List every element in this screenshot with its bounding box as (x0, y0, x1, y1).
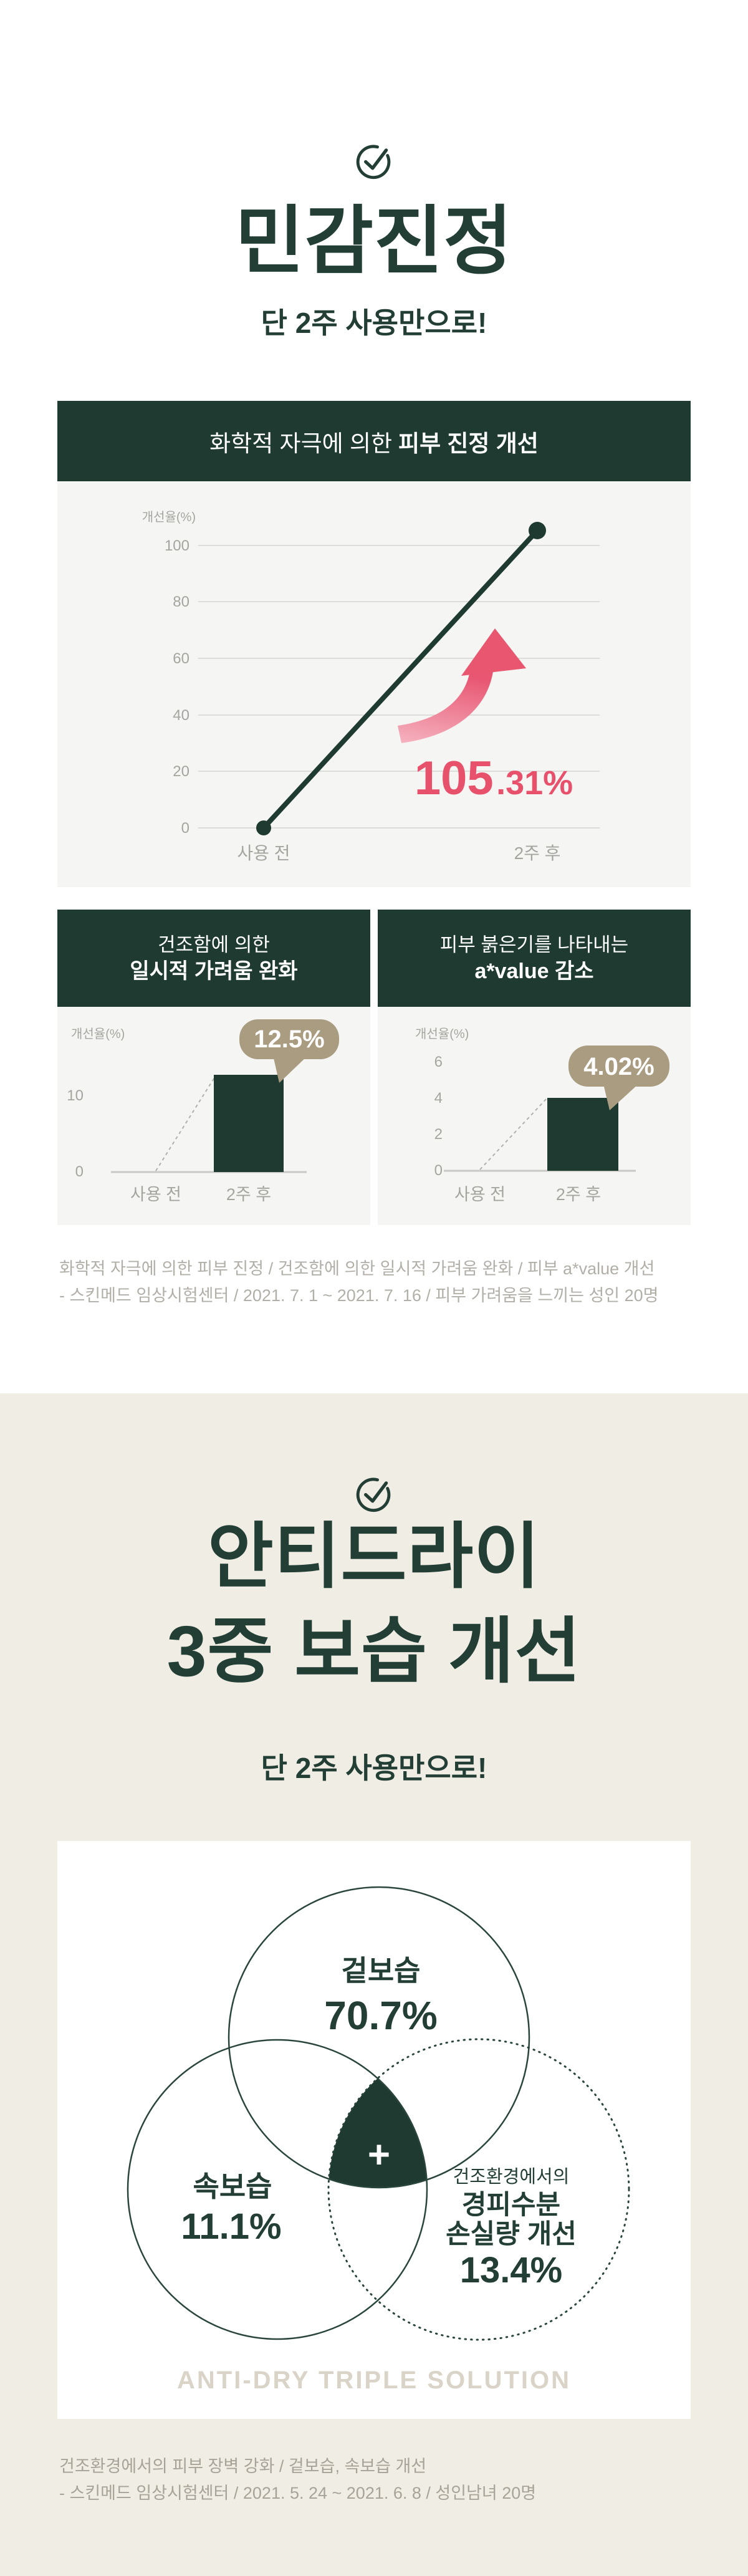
y-tick-10: 10 (67, 1087, 84, 1104)
venn-label-tewl-prefix: 건조환경에서의 (453, 2167, 570, 2187)
venn-value-surface: 70.7% (324, 1993, 437, 2038)
venn-label-tewl-2: 손실량 개선 (446, 2219, 577, 2249)
highlight-value-big: 105 (415, 752, 494, 805)
value-bubble: 12.5% (239, 1019, 339, 1083)
y-tick-60: 60 (173, 650, 189, 667)
y-axis-label: 개선율(%) (142, 510, 196, 524)
venn-value-tewl: 13.4% (460, 2250, 562, 2290)
header-line2: 일시적 가려움 완화 (130, 959, 298, 983)
venn-diagram-card: + 겉보습 70.7% 속보습 11.1% 건조환경에서의 경피수분 손실량 개… (57, 1841, 691, 2419)
trend-dashed-line (479, 1097, 548, 1170)
x-label-after: 2주 후 (556, 1185, 601, 1204)
bubble-value: 4.02% (583, 1053, 654, 1080)
bar-chart-svg-avalue: 개선율(%) 6 4 2 0 4.02% 사용 전 2주 후 (415, 1027, 669, 1204)
x-label-before: 사용 전 (454, 1185, 506, 1204)
y-tick-0: 0 (75, 1163, 84, 1180)
y-tick-0: 0 (181, 820, 189, 837)
header-line1: 건조함에 의한 (158, 934, 270, 956)
title-line2: 3중 보습 개선 (166, 1612, 582, 1691)
highlight-value-small: .31% (496, 764, 573, 802)
highlight-value: 105 .31% (415, 752, 573, 805)
venn-intersection (328, 2040, 427, 2188)
header-text-bold: 피부 진정 개선 (398, 430, 539, 456)
header-line1: 피부 붉은기를 나타내는 (439, 934, 629, 956)
y-axis-label: 개선율(%) (71, 1027, 125, 1041)
bar-chart-area-itch: 개선율(%) 10 0 12.5% 사용 전 2주 후 (57, 1007, 370, 1225)
y-tick-4: 4 (434, 1090, 443, 1107)
y-tick-20: 20 (173, 763, 189, 780)
x-label-before: 사용 전 (130, 1185, 181, 1204)
plus-icon: + (368, 2133, 390, 2176)
clinical-footnote-1: 화학적 자극에 의한 피부 진정 / 건조함에 의한 일시적 가려움 완화 / … (59, 1256, 659, 1309)
page-subtitle-antidry: 단 2주 사용만으로! (261, 1752, 487, 1784)
value-bubble: 4.02% (568, 1045, 669, 1110)
data-point-after (529, 522, 546, 539)
x-label-before: 사용 전 (237, 843, 290, 863)
clinical-footnote-2: 건조환경에서의 피부 장벽 강화 / 겉보습, 속보습 개선 - 스킨메드 임상… (59, 2453, 536, 2507)
bar-after (214, 1075, 284, 1172)
footnote-line1: 건조환경에서의 피부 장벽 강화 / 겉보습, 속보습 개선 (59, 2457, 427, 2476)
data-line (256, 522, 546, 835)
card-redness-header: 피부 붉은기를 나타내는 a*value 감소 (378, 910, 691, 1007)
y-tick-0: 0 (434, 1162, 443, 1179)
footnote-line2: - 스킨메드 임상시험센터 / 2021. 7. 1 ~ 2021. 7. 16… (59, 1286, 659, 1305)
data-point-before (256, 820, 271, 835)
x-tick-labels: 사용 전 2주 후 (237, 843, 560, 863)
y-tick-80: 80 (173, 594, 189, 610)
y-tick-100: 100 (165, 537, 189, 554)
bubble-value: 12.5% (254, 1026, 324, 1053)
y-tick-2: 2 (434, 1126, 443, 1143)
trend-dashed-line (155, 1076, 216, 1171)
footnote-line1: 화학적 자극에 의한 피부 진정 / 건조함에 의한 일시적 가려움 완화 / … (59, 1259, 655, 1278)
venn-label-inner: 속보습 (193, 2170, 272, 2203)
venn-diagram-svg: + 겉보습 70.7% 속보습 11.1% 건조환경에서의 경피수분 손실량 개… (127, 1886, 630, 2394)
y-axis-label: 개선율(%) (415, 1027, 469, 1041)
check-circle-icon (356, 145, 391, 180)
x-label-after: 2주 후 (226, 1185, 271, 1204)
y-tick-labels: 10 0 (67, 1087, 84, 1180)
card-skin-calming-header: 화학적 자극에 의한 피부 진정 개선 (57, 401, 691, 481)
section-sensitive-calming: 민감진정 단 2주 사용만으로! 화학적 자극에 의한 피부 진정 개선 개선율… (57, 145, 691, 1309)
up-arrow-icon (398, 628, 526, 743)
line-chart-svg: 개선율(%) 100 80 60 40 20 0 (142, 510, 600, 863)
venn-circle-tewl-dotted (327, 2038, 630, 2341)
venn-label-surface: 겉보습 (342, 1954, 421, 1987)
bar-chart-svg-itch: 개선율(%) 10 0 12.5% 사용 전 2주 후 (67, 1019, 339, 1204)
header-line2: a*value 감소 (474, 959, 594, 983)
line-chart-area: 개선율(%) 100 80 60 40 20 0 (57, 481, 691, 887)
check-circle-icon (356, 1478, 391, 1512)
venn-circle-surface (228, 1886, 530, 2189)
y-tick-40: 40 (173, 707, 189, 724)
y-tick-labels: 6 4 2 0 (434, 1054, 443, 1179)
bar-chart-area-avalue: 개선율(%) 6 4 2 0 4.02% 사용 전 2주 후 (378, 1007, 691, 1225)
section-anti-dry: 안티드라이 3중 보습 개선 단 2주 사용만으로! + 겉보습 70. (0, 1393, 748, 2576)
card-itch-relief: 건조함에 의한 일시적 가려움 완화 개선율(%) 10 0 12.5% (57, 910, 370, 1225)
x-tick-labels: 사용 전 2주 후 (130, 1185, 271, 1204)
venn-value-inner: 11.1% (181, 2206, 281, 2247)
card-skin-calming: 화학적 자극에 의한 피부 진정 개선 개선율(%) (57, 401, 691, 887)
header-text-regular: 화학적 자극에 의한 (209, 430, 393, 456)
x-label-after: 2주 후 (514, 843, 561, 863)
page-subtitle: 단 2주 사용만으로! (261, 307, 487, 339)
venn-label-tewl-1: 경피수분 (462, 2190, 560, 2220)
venn-circle-inner (127, 2039, 428, 2340)
page-title-antidry: 안티드라이 3중 보습 개선 (0, 1509, 748, 1699)
card-itch-relief-header: 건조함에 의한 일시적 가려움 완화 (57, 910, 370, 1007)
y-tick-6: 6 (434, 1054, 443, 1070)
x-tick-labels: 사용 전 2주 후 (454, 1185, 601, 1204)
title-line1: 안티드라이 (208, 1517, 540, 1597)
page-title: 민감진정 (235, 199, 513, 283)
bar-after (547, 1098, 618, 1171)
footnote-line2: - 스킨메드 임상시험센터 / 2021. 5. 24 ~ 2021. 6. 8… (59, 2484, 537, 2502)
y-tick-labels: 100 80 60 40 20 0 (165, 537, 189, 837)
venn-caption: ANTI-DRY TRIPLE SOLUTION (177, 2367, 571, 2394)
card-redness-avalue: 피부 붉은기를 나타내는 a*value 감소 개선율(%) 6 4 2 0 4… (378, 910, 691, 1225)
